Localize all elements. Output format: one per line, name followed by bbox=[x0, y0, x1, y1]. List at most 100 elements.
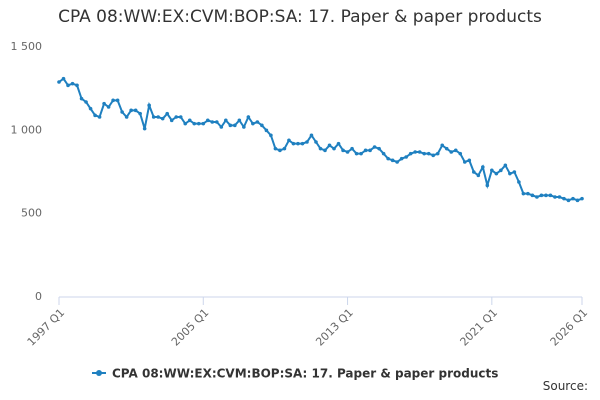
point bbox=[187, 118, 192, 123]
point bbox=[156, 115, 160, 119]
point bbox=[228, 123, 233, 128]
point bbox=[201, 121, 206, 126]
point bbox=[485, 183, 490, 188]
point bbox=[70, 81, 75, 86]
point bbox=[544, 193, 548, 198]
point bbox=[169, 118, 174, 123]
point bbox=[490, 168, 494, 173]
point bbox=[539, 193, 544, 198]
point bbox=[494, 171, 499, 176]
point bbox=[350, 146, 354, 151]
legend-label: CPA 08:WW:EX:CVM:BOP:SA: 17. Paper & pap… bbox=[112, 367, 498, 381]
point bbox=[192, 121, 197, 126]
x-tick-label: 2005 Q1 bbox=[169, 306, 212, 349]
chart-title: CPA 08:WW:EX:CVM:BOP:SA: 17. Paper & pap… bbox=[58, 7, 542, 27]
point bbox=[453, 148, 458, 153]
point bbox=[449, 150, 454, 154]
point bbox=[481, 165, 485, 169]
point bbox=[548, 193, 553, 198]
point bbox=[66, 83, 70, 88]
point bbox=[237, 118, 242, 123]
point bbox=[408, 151, 413, 156]
point bbox=[431, 153, 436, 158]
point bbox=[120, 110, 124, 114]
point bbox=[97, 115, 102, 119]
point bbox=[575, 198, 580, 203]
point bbox=[390, 158, 395, 163]
point bbox=[440, 143, 445, 148]
point bbox=[255, 120, 260, 124]
point bbox=[476, 173, 481, 178]
point bbox=[242, 125, 246, 129]
point bbox=[521, 191, 526, 196]
point bbox=[178, 115, 183, 119]
point bbox=[210, 120, 215, 124]
point bbox=[323, 148, 327, 153]
point bbox=[124, 115, 129, 119]
point bbox=[115, 98, 120, 103]
point bbox=[147, 103, 151, 108]
point bbox=[508, 171, 512, 176]
y-tick-label: 1 500 bbox=[11, 40, 43, 53]
point bbox=[183, 121, 188, 126]
y-tick-label: 1 000 bbox=[11, 123, 43, 136]
point bbox=[79, 96, 84, 101]
point bbox=[93, 113, 97, 118]
point bbox=[287, 138, 291, 143]
x-tick-label: 1997 Q1 bbox=[25, 306, 68, 349]
point bbox=[345, 150, 350, 154]
point bbox=[336, 141, 341, 146]
point bbox=[196, 121, 201, 126]
x-tick-label: 2026 Q1 bbox=[548, 306, 591, 349]
point bbox=[562, 196, 566, 201]
point bbox=[61, 76, 66, 81]
point bbox=[368, 148, 372, 153]
point bbox=[264, 128, 269, 133]
point bbox=[332, 146, 336, 151]
point bbox=[413, 150, 417, 154]
point bbox=[224, 118, 228, 123]
point bbox=[354, 151, 359, 156]
point bbox=[205, 118, 210, 123]
point bbox=[517, 180, 521, 184]
point bbox=[282, 146, 287, 151]
point bbox=[138, 111, 142, 116]
point bbox=[530, 193, 535, 198]
point bbox=[467, 158, 472, 163]
point bbox=[462, 160, 467, 164]
point bbox=[363, 148, 368, 153]
point bbox=[174, 115, 179, 119]
x-tick-label: 2021 Q1 bbox=[458, 306, 501, 349]
point bbox=[142, 126, 147, 131]
point bbox=[75, 83, 79, 88]
point bbox=[566, 198, 571, 203]
point bbox=[395, 160, 399, 164]
source-note: Source: bbox=[543, 379, 588, 393]
point bbox=[571, 196, 575, 201]
point bbox=[305, 140, 309, 144]
point bbox=[318, 146, 323, 151]
point bbox=[233, 123, 237, 128]
point bbox=[399, 156, 404, 161]
point bbox=[557, 195, 562, 199]
point bbox=[88, 106, 93, 111]
y-tick-label: 500 bbox=[21, 207, 42, 220]
point bbox=[512, 170, 517, 174]
point bbox=[129, 108, 133, 113]
point bbox=[386, 156, 390, 161]
point bbox=[151, 115, 156, 119]
point bbox=[553, 195, 557, 199]
point bbox=[269, 133, 273, 138]
legend-marker bbox=[96, 370, 102, 376]
point bbox=[291, 141, 296, 146]
point bbox=[278, 148, 282, 153]
point bbox=[422, 151, 426, 156]
point bbox=[106, 105, 111, 109]
point bbox=[458, 151, 463, 156]
point bbox=[84, 100, 88, 104]
point bbox=[102, 101, 106, 106]
point bbox=[404, 155, 408, 159]
point bbox=[133, 108, 138, 113]
point bbox=[535, 195, 539, 199]
